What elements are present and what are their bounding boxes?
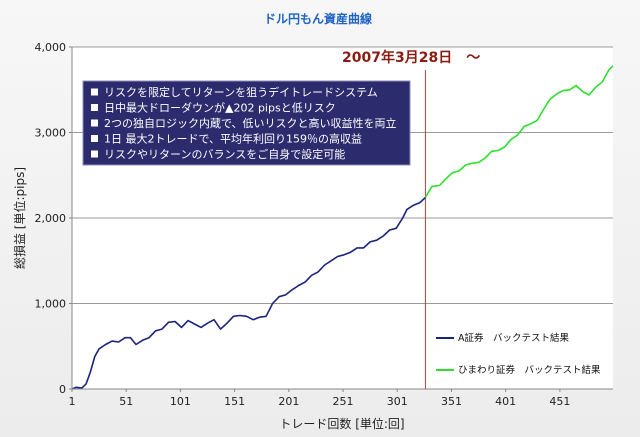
- y-axis-label: 総損益 [単位:pips]: [12, 167, 27, 269]
- y-tick-labels: 0 1,000 2,000 3,000 4,000: [35, 41, 72, 396]
- info-line: リスクやリターンのバランスをご自身で設定可能: [104, 147, 345, 161]
- info-bullet-icon: [91, 88, 98, 96]
- info-bullet-icon: [91, 135, 98, 142]
- x-tick-label: 351: [441, 395, 462, 408]
- x-tick-labels: 1 51 101 151 201 251 301 351 401 451: [69, 389, 570, 408]
- info-box-background: [82, 80, 411, 166]
- y-tick-label: 3,000: [35, 127, 67, 140]
- info-box: リスクを限定してリターンを狙うデイトレードシステム日中最大ドローダウンが▲202…: [82, 80, 411, 166]
- legend-label-a: A証券 バックテスト結果: [458, 332, 569, 344]
- start-date-annotation: 2007年3月28日 ～: [342, 49, 480, 66]
- info-lines: リスクを限定してリターンを狙うデイトレードシステム日中最大ドローダウンが▲202…: [91, 85, 397, 161]
- y-tick-label: 4,000: [35, 41, 67, 54]
- info-line: 日中最大ドローダウンが▲202 pipsと低リスク: [104, 101, 336, 115]
- info-line: 1日 最大2トレードで、平均年利回り159％の高収益: [104, 132, 362, 146]
- x-tick-label: 151: [224, 395, 245, 408]
- chart-title: ドル円もん資産曲線: [264, 11, 372, 26]
- x-tick-label: 251: [333, 395, 354, 408]
- series-lines: [71, 65, 614, 390]
- info-bullet-icon: [91, 119, 98, 127]
- x-tick-label: 451: [549, 395, 570, 408]
- info-bullet-icon: [91, 104, 98, 111]
- x-tick-label: 301: [387, 395, 408, 408]
- series-line-1: [424, 65, 614, 198]
- y-tick-label: 2,000: [35, 212, 67, 225]
- x-axis-label: トレード回数 [単位:回]: [279, 416, 404, 431]
- series-line-0: [71, 196, 426, 390]
- y-tick-label: 1,000: [35, 298, 67, 311]
- legend: A証券 バックテスト結果 ひまわり証券 バックテスト結果: [436, 332, 601, 376]
- x-tick-label: 1: [69, 395, 76, 408]
- info-line: 2つの独自ロジック内蔵で、低いリスクと高い収益性を両立: [104, 116, 397, 130]
- y-tick-label: 0: [59, 383, 66, 396]
- x-tick-label: 401: [495, 395, 516, 408]
- x-tick-label: 101: [170, 395, 191, 408]
- x-tick-label: 51: [119, 395, 133, 408]
- info-bullet-icon: [91, 150, 98, 158]
- x-tick-label: 201: [278, 395, 299, 408]
- legend-label-himawari: ひまわり証券 バックテスト結果: [458, 364, 601, 376]
- info-line: リスクを限定してリターンを狙うデイトレードシステム: [104, 85, 378, 99]
